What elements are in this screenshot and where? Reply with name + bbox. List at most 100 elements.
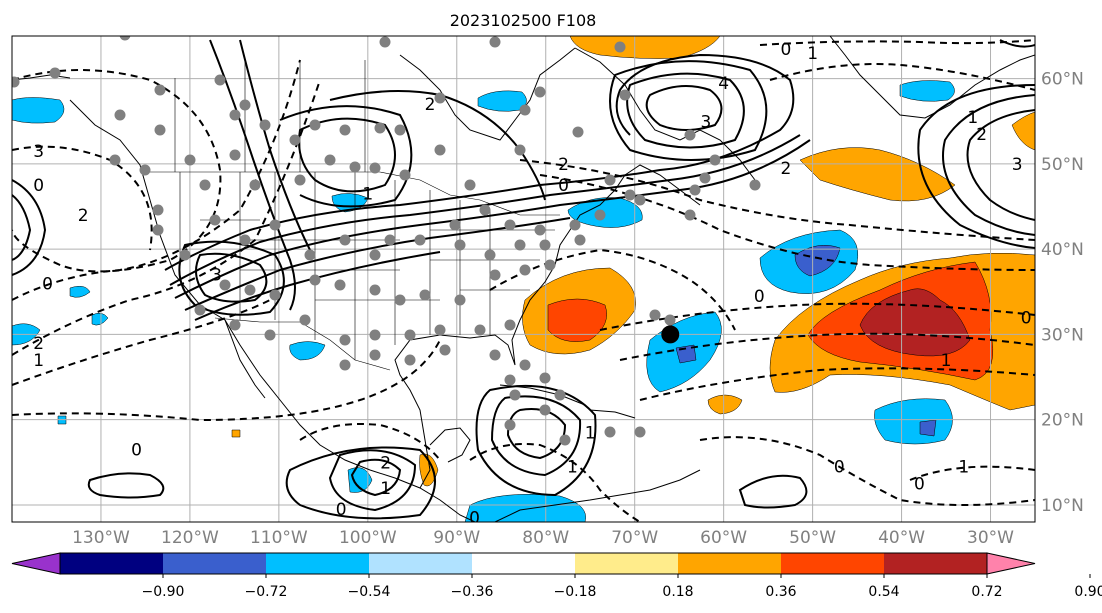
negative-anomaly-mid-atlantic-core [794,244,841,277]
solid-contour-jet-5 [194,251,441,321]
observation-dot [539,372,551,384]
observation-dot [684,209,696,221]
negative-anomaly-pacific-dot2 [91,312,109,326]
colorbar-segment [575,553,678,574]
solid-contour-low-sw-us [195,252,268,303]
contour-value-label: 1 [362,185,373,205]
observation-dot [624,189,636,201]
solid-contour-ridge-west [209,39,296,311]
observation-dot [229,149,241,161]
positive-anomaly-central-america [419,453,439,487]
solid-contour-labrador-high-1 [645,85,723,131]
observation-dot [634,194,646,206]
contour-value-label: 3 [33,142,44,162]
observation-dot [434,92,446,104]
observation-dot [184,154,196,166]
observation-dot [309,119,321,131]
longitude-tick-label: 120°W [161,528,219,548]
observation-dot [749,179,761,191]
observation-dot [299,314,311,326]
map-frame [11,35,1036,523]
observation-dot [269,289,281,301]
contour-value-label: 0 [914,475,925,495]
observation-dot [369,249,381,261]
observation-dot [154,84,166,96]
contour-value-label: 2 [380,453,391,473]
observation-dot [514,239,526,251]
contour-value-label: 3 [211,266,222,286]
dashed-contours [12,39,1035,522]
dashed-contour-pacific-6 [12,339,441,422]
colorbar-tick-label: 0.36 [765,584,796,600]
observation-dot [574,234,586,246]
solid-contour-labrador-high-3 [609,60,768,161]
observation-dot [614,41,626,53]
observation-dot [449,219,461,231]
solid-contour-atlantic-south [738,474,808,509]
solid-contour-east-atlantic-high-1 [966,109,1035,221]
observation-dot [179,249,191,261]
observation-dot [394,294,406,306]
colorbar-segment [678,553,781,574]
contour-value-label: 1 [380,479,391,499]
colorbar: −0.90 −0.72 −0.54 −0.36 −0.18 0.18 0.36 0.54 0.7… [11,552,1102,600]
observation-dot [12,76,20,88]
coastline-hispaniola [589,409,636,419]
observation-dot [289,134,301,146]
contour-value-label: 0 [1021,308,1032,328]
dashed-contour-pacific-4 [12,79,321,356]
observation-dots [12,36,761,446]
observation-dot [439,344,451,356]
observation-dot [239,99,251,111]
positive-anomaly-east-atlantic-north [1011,111,1035,151]
observation-dot [259,119,271,131]
observation-dot [229,109,241,121]
contour-value-label: 2 [78,206,89,226]
colorbar-tick-label: 0.72 [971,584,1002,600]
observation-dot [309,274,321,286]
latitude-tick-label: 60°N [1041,70,1084,90]
negative-anomaly-caribbean [464,494,586,522]
observation-dot [249,179,261,191]
solid-contour-pacific-south [87,472,165,499]
observation-dot [399,169,411,181]
solid-contour-north-central [298,117,396,193]
colorbar-outline [59,552,988,575]
solid-contour-greenland-high [999,39,1035,48]
observation-dot [569,219,581,231]
observation-dot [534,86,546,98]
solid-contour-mexico-high-2 [328,449,417,512]
positive-anomaly-central-atlantic [799,147,956,202]
observation-dot [369,349,381,361]
observation-dot [474,324,486,336]
observation-dot [504,374,516,386]
observation-dot [219,279,231,291]
colorbar-tick-label: 0.90 [1074,584,1102,600]
dashed-contour-atlantic-5 [639,367,1035,401]
observation-dot [152,224,164,236]
observation-dot [604,174,616,186]
negative-anomaly-pacific-dot1 [69,285,91,298]
solid-contour-ridge-west-2 [239,39,311,251]
observation-dot [504,419,516,431]
positive-anomaly-north-atlantic-core [859,288,971,357]
colorbar-under-arrow [11,552,61,575]
observation-dot [684,129,696,141]
observation-dot [519,264,531,276]
observation-dot [539,404,551,416]
colorbar-tick-label: −0.36 [451,584,494,600]
dashed-contour-atlantic-7 [759,39,1035,46]
contour-value-label: 1 [958,458,969,478]
latitude-labels: 10°N 20°N 30°N 40°N 50°N 60°N [1041,70,1084,516]
observation-dot [604,426,616,438]
contour-value-label: 0 [834,458,845,478]
observation-dot [484,249,496,261]
observation-dot [519,359,531,371]
negative-anomaly-greenland [899,80,955,102]
contour-value-label: 3 [700,112,711,132]
observation-dot [194,304,206,316]
coastline-yucatan [429,427,471,463]
